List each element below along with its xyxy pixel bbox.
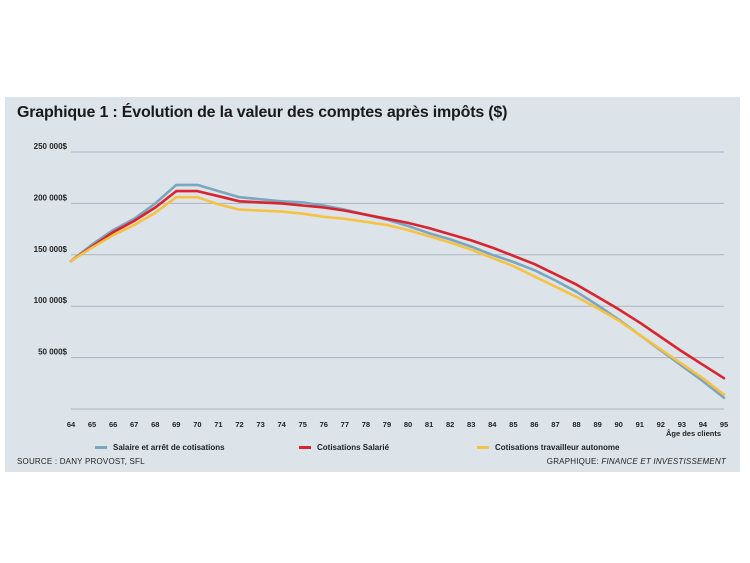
y-tick-label: 250 000$ [34,142,68,151]
x-tick-label: 83 [467,420,475,429]
y-tick-label: 200 000$ [34,193,68,202]
legend-label-salaire: Salaire et arrêt de cotisations [113,442,225,452]
x-tick-label: 78 [362,420,370,429]
x-tick-label: 94 [699,420,708,429]
x-tick-label: 92 [657,420,665,429]
graphic-credit-label: GRAPHIQUE: [546,457,602,466]
x-tick-label: 64 [67,420,76,429]
x-tick-label: 71 [214,420,222,429]
graphic-credit-name: FINANCE ET INVESTISSEMENT [601,457,726,466]
x-tick-label: 76 [320,420,328,429]
x-tick-label: 82 [446,420,454,429]
source-note: SOURCE : DANY PROVOST, SFL [17,457,145,466]
y-tick-label: 50 000$ [38,348,67,357]
x-tick-label: 66 [109,420,117,429]
legend-item-autonome: Cotisations travailleur autonome [477,441,619,453]
graphic-credit: GRAPHIQUE: FINANCE ET INVESTISSEMENT [547,457,726,466]
x-tick-label: 91 [636,420,644,429]
x-tick-label: 73 [256,420,264,429]
y-tick-label: 150 000$ [34,245,68,254]
x-tick-label: 77 [341,420,349,429]
x-tick-label: 70 [193,420,201,429]
x-tick-label: 89 [593,420,601,429]
x-tick-label: 93 [678,420,686,429]
x-tick-label: 95 [720,420,728,429]
series-line-salaire [69,183,726,399]
x-tick-label: 86 [530,420,538,429]
x-tick-label: 69 [172,420,180,429]
x-tick-label: 85 [509,420,517,429]
y-tick-label: 100 000$ [34,296,68,305]
legend-label-salarie: Cotisations Salarié [317,442,390,452]
legend-item-salaire: Salaire et arrêt de cotisations [95,441,225,453]
series-line-salarie [69,189,726,380]
legend-label-autonome: Cotisations travailleur autonome [495,442,620,452]
x-tick-label: 65 [88,420,96,429]
x-tick-label: 81 [425,420,433,429]
x-tick-label: 74 [277,420,286,429]
legend-swatch-salaire [95,445,107,449]
legend-item-salarie: Cotisations Salarié [299,441,389,453]
x-axis-title: Âge des clients [666,429,721,438]
x-tick-label: 84 [488,420,497,429]
x-tick-label: 87 [551,420,559,429]
x-tick-label: 79 [383,420,391,429]
series-line-autonome [69,195,726,396]
x-tick-label: 72 [235,420,243,429]
x-tick-label: 68 [151,420,159,429]
chart-panel: Graphique 1 : Évolution de la valeur des… [5,97,740,472]
x-tick-label: 67 [130,420,138,429]
chart-title: Graphique 1 : Évolution de la valeur des… [17,104,508,121]
x-tick-label: 88 [572,420,580,429]
legend-swatch-autonome [477,445,489,449]
line-chart: 50 000$ 100 000$ 150 000$ 200 000$ 250 000$ 6… [34,142,729,438]
x-tick-label: 90 [615,420,623,429]
legend-swatch-salarie [299,445,311,449]
x-tick-label: 75 [299,420,307,429]
x-tick-label: 80 [404,420,412,429]
